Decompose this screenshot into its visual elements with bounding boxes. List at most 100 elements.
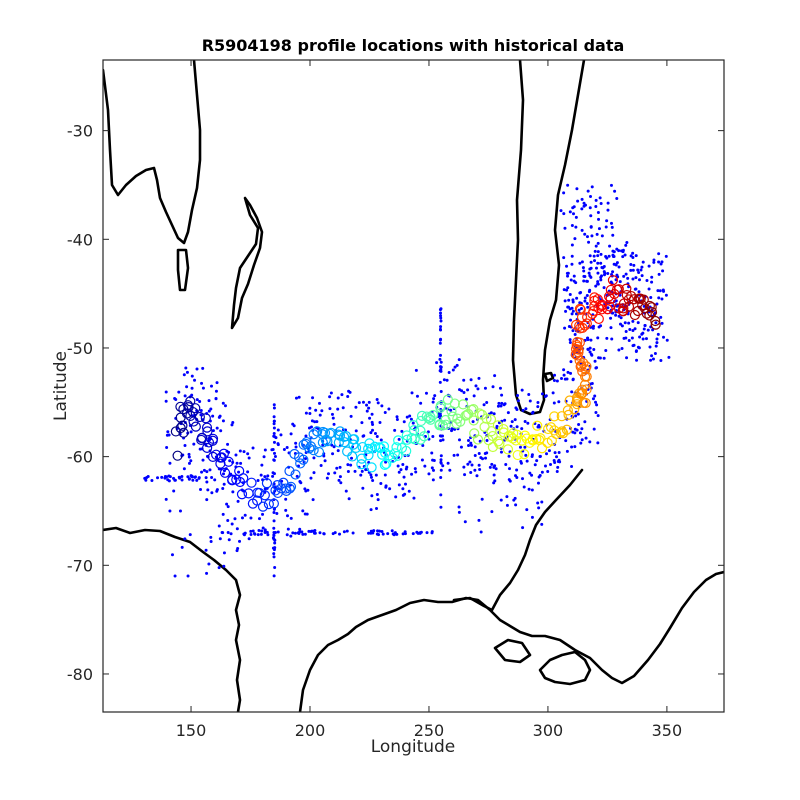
historical-point xyxy=(650,354,654,358)
historical-point xyxy=(592,348,596,352)
float-profile-marker xyxy=(308,445,319,456)
historical-point xyxy=(656,289,660,293)
historical-point xyxy=(528,471,532,475)
historical-point xyxy=(601,266,605,270)
historical-point xyxy=(315,420,319,424)
historical-point xyxy=(617,348,621,352)
historical-point xyxy=(301,509,305,513)
historical-point xyxy=(564,439,568,443)
historical-point xyxy=(402,475,406,479)
historical-point xyxy=(370,412,374,416)
historical-point xyxy=(439,314,443,318)
float-profile-marker xyxy=(492,420,504,431)
historical-point xyxy=(183,443,187,447)
historical-point xyxy=(397,470,401,474)
historical-point xyxy=(275,511,279,515)
historical-point xyxy=(361,486,365,490)
historical-point xyxy=(579,291,583,295)
float-profile-marker xyxy=(252,495,263,506)
historical-point xyxy=(205,470,209,474)
historical-point xyxy=(609,326,613,330)
historical-point xyxy=(228,459,232,463)
float-profile-marker xyxy=(618,303,629,314)
historical-point xyxy=(654,344,658,348)
float-profile-marker xyxy=(650,315,661,327)
historical-point xyxy=(262,455,266,459)
historical-point xyxy=(492,412,496,416)
historical-point xyxy=(504,462,508,466)
historical-point xyxy=(540,470,544,474)
historical-point xyxy=(612,254,616,258)
historical-point xyxy=(456,453,460,457)
float-profile-marker xyxy=(366,462,377,473)
historical-point xyxy=(474,384,478,388)
historical-point xyxy=(568,292,572,296)
historical-point xyxy=(500,401,504,405)
historical-point xyxy=(586,305,590,309)
historical-point xyxy=(650,280,654,284)
historical-point xyxy=(202,468,206,472)
historical-point xyxy=(165,446,169,450)
historical-point xyxy=(218,414,222,418)
historical-point xyxy=(173,574,177,578)
historical-point xyxy=(571,377,575,381)
historical-point xyxy=(653,352,657,356)
historical-point xyxy=(177,390,181,394)
historical-point xyxy=(530,411,534,415)
historical-point xyxy=(520,427,524,431)
historical-point xyxy=(463,473,467,477)
y-tick-label: -60 xyxy=(67,448,93,467)
historical-point xyxy=(431,434,435,438)
historical-point xyxy=(285,445,289,449)
float-profile-marker xyxy=(575,304,586,315)
historical-point xyxy=(304,411,308,415)
historical-point xyxy=(575,296,579,300)
historical-point xyxy=(257,529,261,533)
float-profile-marker xyxy=(202,426,213,437)
historical-point xyxy=(384,460,388,464)
float-profile-marker xyxy=(259,490,270,501)
historical-point xyxy=(326,472,330,476)
historical-point xyxy=(371,531,375,535)
float-profile-marker xyxy=(190,403,201,414)
historical-point xyxy=(515,425,519,429)
historical-point xyxy=(182,467,186,471)
float-profile-marker xyxy=(402,434,413,445)
historical-point xyxy=(361,400,365,404)
historical-point xyxy=(478,468,482,472)
historical-point xyxy=(634,276,638,280)
historical-point xyxy=(636,321,640,325)
x-tick-label: 350 xyxy=(652,721,683,740)
historical-point xyxy=(585,279,589,283)
historical-point xyxy=(573,427,577,431)
coastline-australia xyxy=(103,60,202,245)
historical-point xyxy=(246,470,250,474)
historical-point xyxy=(636,268,640,272)
historical-point xyxy=(569,371,573,375)
historical-point xyxy=(284,497,288,501)
historical-point xyxy=(633,327,637,331)
historical-point xyxy=(435,361,439,365)
historical-point xyxy=(490,462,494,466)
historical-point xyxy=(297,395,301,399)
float-profile-marker xyxy=(333,437,344,448)
historical-point xyxy=(625,241,629,245)
historical-point xyxy=(217,566,221,570)
historical-point xyxy=(574,225,578,229)
historical-point xyxy=(664,254,668,258)
y-tick-label: -30 xyxy=(67,122,93,141)
historical-point xyxy=(467,444,471,448)
historical-point xyxy=(451,368,455,372)
historical-point xyxy=(209,540,213,544)
historical-point xyxy=(394,495,398,499)
historical-point xyxy=(579,307,583,311)
historical-point xyxy=(206,488,210,492)
historical-point xyxy=(371,428,375,432)
historical-point xyxy=(620,347,624,351)
historical-point xyxy=(582,279,586,283)
historical-point xyxy=(234,453,238,457)
historical-point xyxy=(585,293,589,297)
historical-point xyxy=(485,400,489,404)
historical-point xyxy=(419,401,423,405)
historical-point xyxy=(272,419,276,423)
